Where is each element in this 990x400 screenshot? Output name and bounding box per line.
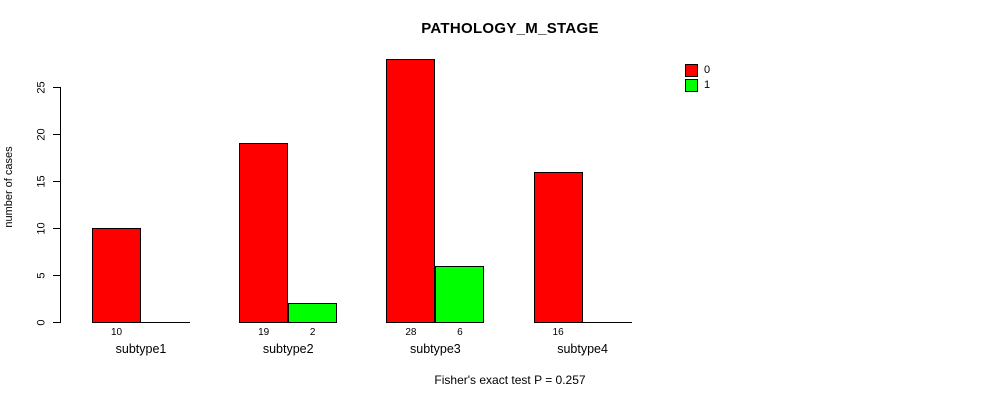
y-tick-label: 20	[35, 127, 48, 141]
y-tick-mark	[53, 87, 60, 88]
y-tick-label: 25	[35, 80, 48, 94]
y-tick-mark	[53, 228, 60, 229]
y-tick-label: 5	[35, 271, 48, 279]
bar-0-subtype1	[92, 228, 141, 322]
bar-count-label: 10	[110, 327, 123, 338]
legend-item-0: 0	[685, 64, 710, 77]
group-baseline	[92, 322, 190, 323]
legend-swatch-icon	[685, 64, 698, 77]
bar-1-subtype3	[435, 265, 485, 322]
y-axis-line	[60, 87, 61, 323]
y-tick-mark	[53, 275, 60, 276]
bar-count-label: 19	[258, 327, 270, 338]
bar-1-subtype2	[288, 303, 338, 322]
x-category-label: subtype2	[262, 342, 314, 356]
legend-item-1: 1	[685, 79, 710, 92]
x-category-label: subtype3	[410, 342, 461, 356]
bar-count-label: 16	[552, 327, 564, 338]
y-axis-title: number of cases	[3, 146, 15, 228]
x-category-label: subtype4	[557, 342, 608, 356]
group-baseline	[533, 322, 632, 323]
legend-label: 1	[704, 79, 711, 91]
bar-count-label: 28	[405, 327, 417, 338]
bar-count-label: 2	[309, 327, 316, 338]
legend-swatch-icon	[685, 79, 698, 92]
y-tick-label: 10	[35, 221, 48, 235]
legend-label: 0	[704, 64, 711, 76]
group-baseline	[386, 322, 485, 323]
x-category-label: subtype1	[115, 342, 167, 356]
stat-test-caption: Fisher's exact test P = 0.257	[434, 373, 586, 387]
y-tick-label: 15	[35, 174, 48, 188]
bar-0-subtype4	[533, 171, 583, 322]
y-tick-mark	[53, 181, 60, 182]
bar-0-subtype2	[239, 143, 289, 322]
group-baseline	[239, 322, 338, 323]
y-tick-mark	[53, 322, 60, 323]
chart-title: PATHOLOGY_M_STAGE	[421, 20, 599, 37]
y-tick-label: 0	[35, 318, 48, 326]
bar-0-subtype3	[386, 58, 436, 322]
bar-count-label: 6	[457, 327, 463, 338]
y-tick-mark	[53, 134, 60, 135]
